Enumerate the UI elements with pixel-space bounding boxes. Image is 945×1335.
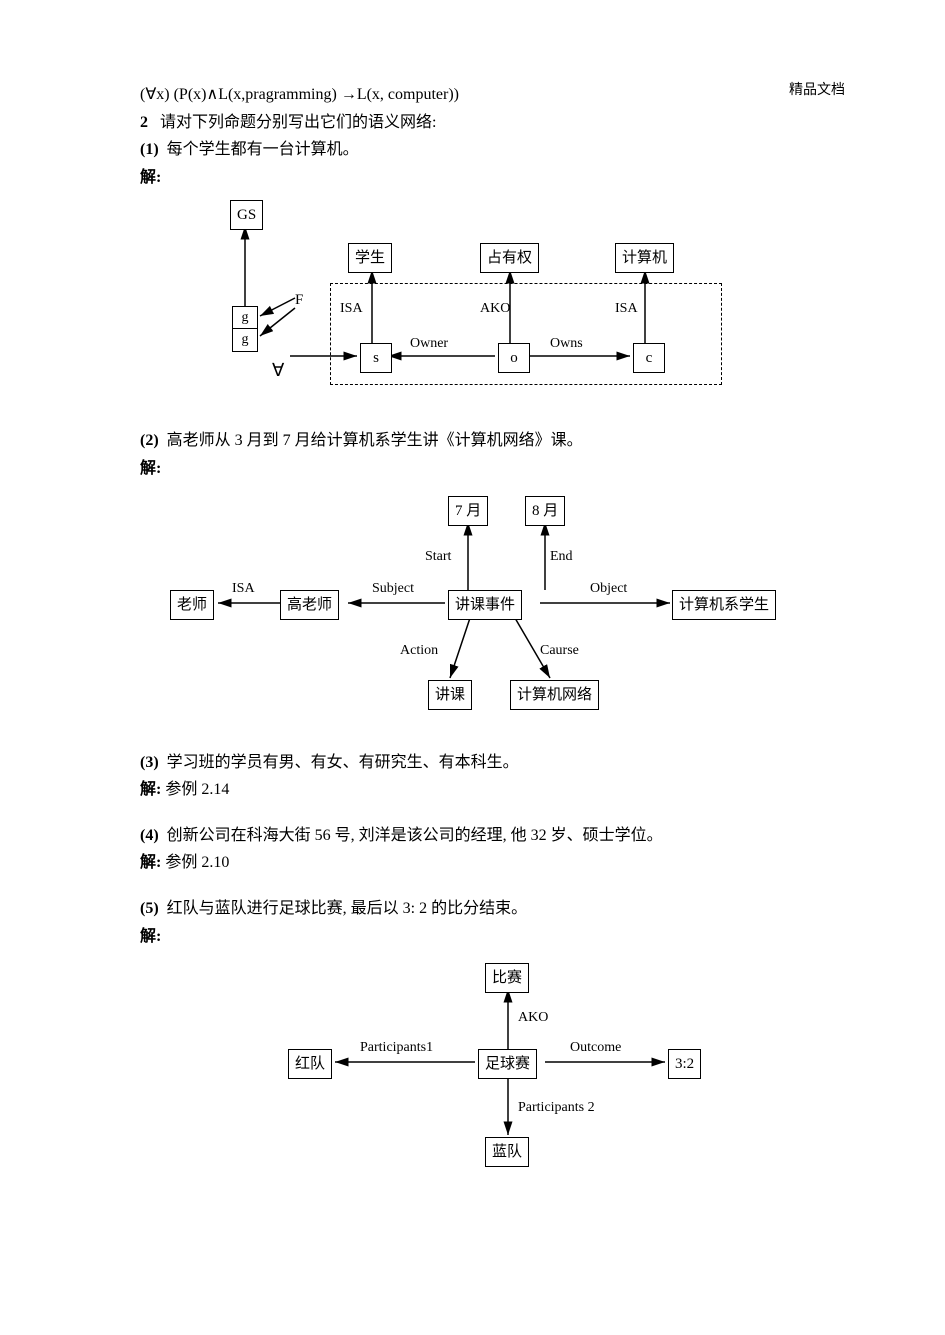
edge-p2: Participants 2: [518, 1097, 595, 1119]
node-event: 讲课事件: [448, 590, 522, 620]
node-s: s: [360, 343, 392, 373]
node-cn: 计算机网络: [510, 680, 599, 710]
node-g1: g: [232, 306, 258, 330]
node-football: 足球赛: [478, 1049, 537, 1079]
edge-owns: Owns: [550, 333, 583, 355]
node-gao: 高老师: [280, 590, 339, 620]
node-f: F: [295, 288, 303, 312]
q2-4-text: 创新公司在科海大街 56 号, 刘洋是该公司的经理, 他 32 岁、硕士学位。: [167, 827, 663, 844]
node-lecture: 讲课: [428, 680, 472, 710]
edge-action: Action: [400, 640, 438, 662]
question-2-4: (4) 创新公司在科海大街 56 号, 刘洋是该公司的经理, 他 32 岁、硕士…: [140, 823, 805, 849]
answer-label-3: 解:: [140, 781, 161, 798]
node-c: c: [633, 343, 665, 373]
q2-3-text: 学习班的学员有男、有女、有研究生、有本科生。: [167, 754, 519, 771]
q2-4-number: (4): [140, 827, 159, 844]
node-cs-student: 计算机系学生: [672, 590, 776, 620]
question-2-2: (2) 高老师从 3 月到 7 月给计算机系学生讲《计算机网络》课。: [140, 428, 805, 454]
edge-ako3: AKO: [518, 1007, 548, 1029]
edge-subject: Subject: [372, 578, 414, 600]
q2-2-number: (2): [140, 432, 159, 449]
question-2-1: (1) 每个学生都有一台计算机。: [140, 137, 805, 163]
formula-line: (∀x) (P(x)∧L(x,pragramming) →L(x, comput…: [140, 82, 805, 108]
question-2-5: (5) 红队与蓝队进行足球比赛, 最后以 3: 2 的比分结束。: [140, 896, 805, 922]
node-teacher: 老师: [170, 590, 214, 620]
edge-p1: Participants1: [360, 1037, 433, 1059]
edge-isa: ISA: [232, 578, 255, 600]
node-gs: GS: [230, 200, 263, 230]
header-mark: 精品文档: [789, 80, 845, 102]
diagram-1: GS 学生 占有权 计算机 g g F ∀ s o c ISA AKO ISA …: [200, 198, 760, 398]
node-score: 3:2: [668, 1049, 701, 1079]
node-match: 比赛: [485, 963, 529, 993]
q2-text: 请对下列命题分别写出它们的语义网络:: [160, 114, 436, 131]
answer-label-1: 解:: [140, 165, 805, 191]
edge-outcome: Outcome: [570, 1037, 621, 1059]
node-o: o: [498, 343, 530, 373]
edge-start: Start: [425, 546, 451, 568]
edge-owner: Owner: [410, 333, 448, 355]
node-blue: 蓝队: [485, 1137, 529, 1167]
diagram-2: 7 月 8 月 老师 高老师 讲课事件 计算机系学生 讲课 计算机网络 Star…: [150, 490, 830, 720]
answer-2-4: 解: 参例 2.10: [140, 850, 805, 876]
q2-1-text: 每个学生都有一台计算机。: [167, 141, 359, 158]
node-student: 学生: [348, 243, 392, 273]
edge-caurse: Caurse: [540, 640, 579, 662]
q2-number: 2: [140, 114, 148, 131]
answer-label-4: 解:: [140, 854, 161, 871]
edge-end: End: [550, 546, 573, 568]
answer-label-2: 解:: [140, 456, 805, 482]
q2-3-ref: 参例 2.14: [165, 781, 229, 798]
question-2-3: (3) 学习班的学员有男、有女、有研究生、有本科生。: [140, 750, 805, 776]
q2-1-number: (1): [140, 141, 159, 158]
q2-4-ref: 参例 2.10: [165, 854, 229, 871]
q2-3-number: (3): [140, 754, 159, 771]
node-month8: 8 月: [525, 496, 565, 526]
edge-isa1: ISA: [340, 298, 363, 320]
node-red: 红队: [288, 1049, 332, 1079]
q2-5-number: (5): [140, 900, 159, 917]
edge-isa2: ISA: [615, 298, 638, 320]
diagram-3: 比赛 红队 足球赛 3:2 蓝队 AKO Participants1 Outco…: [250, 957, 770, 1167]
node-computer: 计算机: [615, 243, 674, 273]
node-g2: g: [232, 328, 258, 352]
node-ownership: 占有权: [480, 243, 539, 273]
q2-5-text: 红队与蓝队进行足球比赛, 最后以 3: 2 的比分结束。: [167, 900, 527, 917]
q2-2-text: 高老师从 3 月到 7 月给计算机系学生讲《计算机网络》课。: [167, 432, 583, 449]
node-forall: ∀: [272, 356, 284, 385]
edge-ako: AKO: [480, 298, 510, 320]
edge-object: Object: [590, 578, 627, 600]
answer-label-5: 解:: [140, 924, 805, 950]
answer-2-3: 解: 参例 2.14: [140, 777, 805, 803]
question-2: 2 请对下列命题分别写出它们的语义网络:: [140, 110, 805, 136]
node-month7: 7 月: [448, 496, 488, 526]
